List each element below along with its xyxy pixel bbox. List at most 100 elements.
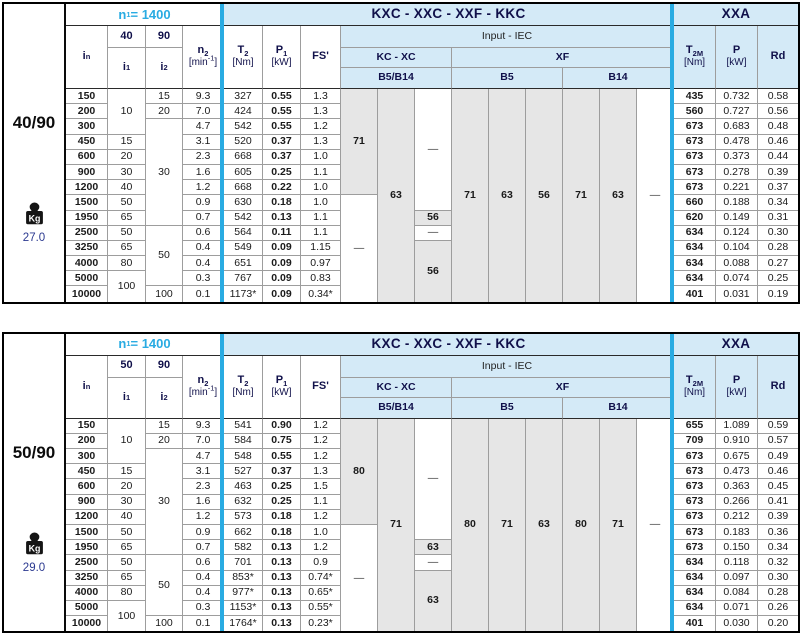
- p-header: P [kW]: [716, 26, 758, 89]
- rd-value-cell: 0.36: [758, 524, 798, 541]
- iec-frame-cell: —: [415, 418, 452, 541]
- quantity-symbol: P1: [276, 45, 288, 58]
- rd-value-cell: 0.31: [758, 210, 798, 226]
- unit-label: [kW]: [271, 57, 292, 69]
- t2m-value-cell: 401: [674, 616, 716, 632]
- t2m-value-cell: 620: [674, 210, 716, 226]
- label-base: n: [197, 44, 205, 57]
- rd-value-cell: 0.19: [758, 286, 798, 302]
- quantity-symbol: P: [732, 44, 741, 57]
- unit-label: [Nm]: [232, 57, 254, 69]
- gear-ratio-table-40-90: 40/90 Kg 27.0 n 1 = 1400 KXC - XXC - XXF - KK…: [2, 2, 800, 304]
- label-base: T: [685, 374, 693, 387]
- t2m-value-cell: 673: [674, 509, 716, 525]
- label-base: [min: [188, 386, 208, 398]
- n2-value-cell: 4.7: [183, 449, 224, 465]
- p1-value-cell: 0.13: [263, 616, 301, 632]
- t2m-value-cell: 634: [674, 225, 716, 241]
- fs-value-cell: 0.55*: [301, 600, 341, 617]
- n2-value-cell: 9.3: [183, 418, 224, 434]
- cyan-divider: [670, 4, 674, 302]
- fs-value-cell: 1.0: [301, 180, 341, 196]
- p1-value-cell: 0.37: [263, 134, 301, 150]
- in-value-cell: 450: [66, 464, 108, 480]
- t2m-header: T2M [Nm]: [674, 355, 716, 419]
- fs-value-cell: 1.5: [301, 479, 341, 495]
- label-superscript: -1: [207, 383, 215, 393]
- in-value-cell: 5000: [66, 271, 108, 287]
- input-iec-header: Input - IEC: [341, 355, 674, 378]
- t2m-value-cell: 634: [674, 570, 716, 586]
- n2-header: n2 [min-1]: [183, 355, 224, 419]
- n2-value-cell: 3.1: [183, 464, 224, 480]
- n2-value-cell: 4.7: [183, 119, 224, 135]
- in-value-cell: 3250: [66, 570, 108, 586]
- in-value-cell: 2500: [66, 225, 108, 241]
- unit-label: [kW]: [271, 386, 292, 398]
- n2-value-cell: 3.1: [183, 134, 224, 150]
- i1-value-cell: 65: [108, 540, 146, 556]
- rd-value-cell: 0.20: [758, 616, 798, 632]
- t2m-value-cell: 634: [674, 555, 716, 571]
- iec-frame-cell: 63: [378, 89, 415, 302]
- t2m-value-cell: 634: [674, 256, 716, 272]
- label-base: n: [118, 6, 127, 22]
- p-value-cell: 0.373: [716, 149, 758, 165]
- fs-value-cell: 1.0: [301, 149, 341, 165]
- label-subscript: 2: [204, 379, 209, 389]
- label-end: = 1400: [130, 6, 171, 22]
- unit-label: [Nm]: [683, 57, 706, 69]
- in-value-cell: 10000: [66, 616, 108, 632]
- rd-value-cell: 0.39: [758, 164, 798, 181]
- i1-value-cell: 50: [108, 225, 146, 241]
- n2-value-cell: 0.1: [183, 286, 224, 302]
- fs-value-cell: 1.2: [301, 509, 341, 525]
- p1-value-cell: 0.18: [263, 195, 301, 211]
- rd-value-cell: 0.48: [758, 119, 798, 135]
- xf-header: XF: [452, 48, 674, 68]
- rd-value-cell: 0.28: [758, 585, 798, 601]
- t2m-value-cell: 673: [674, 180, 716, 196]
- p1-value-cell: 0.25: [263, 164, 301, 181]
- label-end: ]: [214, 57, 218, 69]
- in-value-cell: 150: [66, 89, 108, 105]
- iec-frame-cell: 71: [341, 89, 378, 196]
- p-value-cell: 0.221: [716, 180, 758, 196]
- t2-value-cell: 573: [224, 509, 263, 525]
- t2m-value-cell: 673: [674, 494, 716, 510]
- fs-value-cell: 1.3: [301, 104, 341, 120]
- i1-value-cell: 20: [108, 479, 146, 495]
- iec-frame-cell: 63: [415, 540, 452, 556]
- b5-header: B5: [452, 397, 563, 419]
- label-base: i: [122, 61, 126, 74]
- i1-stage-header: 40: [108, 26, 146, 48]
- i1-value-cell: 100: [108, 271, 146, 302]
- n2-value-cell: 9.3: [183, 89, 224, 105]
- in-value-cell: 2500: [66, 555, 108, 571]
- label-base: P: [275, 374, 284, 387]
- in-value-cell: 3250: [66, 240, 108, 257]
- p1-value-cell: 0.55: [263, 89, 301, 105]
- n2-value-cell: 0.1: [183, 616, 224, 632]
- fs-header: FS': [301, 26, 341, 89]
- iec-frame-cell: 80: [341, 418, 378, 525]
- fs-value-cell: 1.2: [301, 540, 341, 556]
- t2-value-cell: 767: [224, 271, 263, 287]
- iec-frame-cell: 71: [378, 418, 415, 632]
- i1-value-cell: 65: [108, 240, 146, 257]
- fs-value-cell: 0.74*: [301, 570, 341, 586]
- t2-value-cell: 549: [224, 240, 263, 257]
- t2-value-cell: 1764*: [224, 616, 263, 632]
- t2-value-cell: 668: [224, 149, 263, 165]
- n2-value-cell: 0.4: [183, 256, 224, 272]
- i1-value-cell: 80: [108, 585, 146, 601]
- rd-value-cell: 0.49: [758, 449, 798, 465]
- t2m-value-cell: 660: [674, 195, 716, 211]
- iec-frame-cell: 56: [526, 89, 563, 302]
- fs-value-cell: 0.83: [301, 271, 341, 287]
- p-value-cell: 0.031: [716, 286, 758, 302]
- fs-value-cell: 1.0: [301, 524, 341, 541]
- p-value-cell: 0.097: [716, 570, 758, 586]
- rd-value-cell: 0.26: [758, 600, 798, 617]
